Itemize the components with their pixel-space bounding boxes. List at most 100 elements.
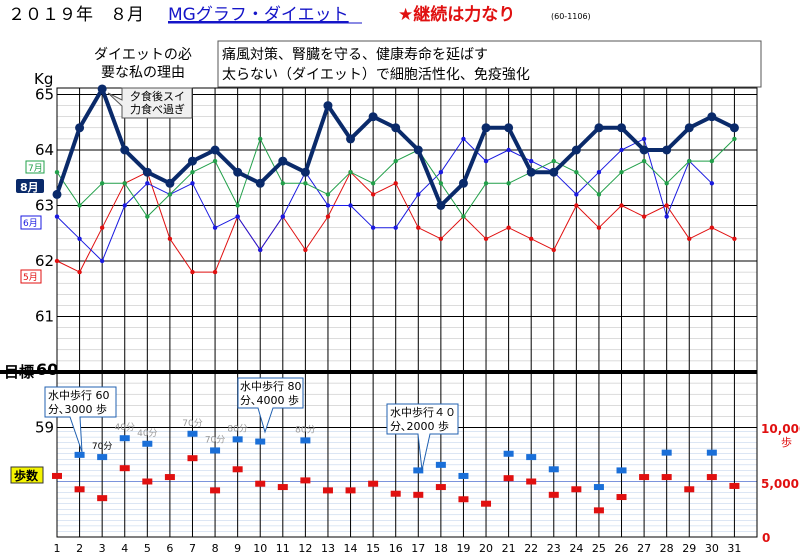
y-tick-label: 60 <box>36 360 58 379</box>
series-point-7月 <box>687 159 691 163</box>
x-tick-label: 19 <box>456 542 470 555</box>
svg-text:夕食後スイ: 夕食後スイ <box>130 89 185 103</box>
series-point-8月 <box>662 146 671 155</box>
series-point-8月 <box>459 179 468 188</box>
svg-text:力食べ過ぎ: 力食べ過ぎ <box>130 102 185 116</box>
steps-red-mark <box>278 484 288 490</box>
reason-box-line2: 太らない（ダイエット）で細胞活性化、免疫強化 <box>222 67 530 83</box>
series-point-6月 <box>371 226 375 230</box>
svg-text:5月: 5月 <box>23 272 38 283</box>
x-tick-label: 25 <box>592 542 606 555</box>
header-title-link[interactable]: MGグラフ・ダイエット <box>168 5 349 25</box>
x-tick-label: 27 <box>637 542 651 555</box>
series-point-7月 <box>213 159 217 163</box>
series-point-5月 <box>664 203 668 207</box>
svg-text:水中歩行 80: 水中歩行 80 <box>240 379 302 393</box>
series-point-7月 <box>439 181 443 185</box>
series-point-7月 <box>168 192 172 196</box>
minute-label: 40分 <box>115 422 135 433</box>
x-tick-label: 24 <box>569 542 583 555</box>
x-tick-label: 14 <box>344 542 358 555</box>
x-tick-label: 26 <box>615 542 629 555</box>
steps-blue-mark <box>210 447 220 453</box>
series-point-6月 <box>642 137 646 141</box>
series-point-5月 <box>506 226 510 230</box>
steps-blue-mark <box>255 439 265 445</box>
series-point-6月 <box>100 259 104 263</box>
svg-text:分､4000 歩: 分､4000 歩 <box>240 393 299 407</box>
x-tick-label: 6 <box>166 542 173 555</box>
svg-text:水中歩行 60: 水中歩行 60 <box>48 388 110 402</box>
svg-text:分､2000 歩: 分､2000 歩 <box>390 419 449 433</box>
series-point-8月 <box>369 112 378 121</box>
steps-red-mark <box>187 455 197 461</box>
steps-red-mark <box>436 484 446 490</box>
svg-text:分､3000 歩: 分､3000 歩 <box>48 402 107 416</box>
x-tick-label: 12 <box>298 542 312 555</box>
steps-red-mark <box>97 495 107 501</box>
month-tag-aug: 8月 <box>16 179 44 194</box>
series-point-6月 <box>461 137 465 141</box>
series-point-6月 <box>597 170 601 174</box>
header-year-month: ２０１９年 ８月 <box>8 5 144 25</box>
series-point-8月 <box>414 146 423 155</box>
steps-red-mark <box>481 501 491 507</box>
series-point-8月 <box>482 123 491 132</box>
series-point-8月 <box>301 168 310 177</box>
series-point-8月 <box>504 123 513 132</box>
x-tick-label: 28 <box>660 542 674 555</box>
series-point-7月 <box>484 181 488 185</box>
series-point-8月 <box>165 179 174 188</box>
steps-red-mark <box>391 491 401 497</box>
series-point-6月 <box>394 226 398 230</box>
x-tick-label: 8 <box>212 542 219 555</box>
series-point-8月 <box>188 157 197 166</box>
steps-red-mark <box>526 479 536 485</box>
x-tick-label: 23 <box>547 542 561 555</box>
steps-red-mark <box>571 486 581 492</box>
x-tick-label: 30 <box>705 542 719 555</box>
series-point-5月 <box>416 226 420 230</box>
svg-text:歩数: 歩数 <box>14 468 39 483</box>
series-point-7月 <box>710 159 714 163</box>
series-point-6月 <box>416 192 420 196</box>
steps-tag: 歩数 <box>11 467 43 483</box>
steps-blue-mark <box>526 454 536 460</box>
series-point-7月 <box>190 170 194 174</box>
steps-blue-mark <box>504 451 514 457</box>
steps-red-mark <box>142 479 152 485</box>
series-point-7月 <box>258 137 262 141</box>
series-point-8月 <box>98 84 107 93</box>
reason-box-line1: 痛風対策、腎臓を守る、健康寿命を延ばす <box>222 46 488 63</box>
series-point-5月 <box>574 203 578 207</box>
series-point-7月 <box>642 159 646 163</box>
series-point-8月 <box>211 146 220 155</box>
series-point-8月 <box>594 123 603 132</box>
series-point-6月 <box>484 159 488 163</box>
x-tick-labels: 1234567891011121314151617181920212223242… <box>54 542 742 555</box>
svg-text:7月: 7月 <box>28 163 43 174</box>
series-point-6月 <box>348 203 352 207</box>
month-tag-may: 5月 <box>21 270 41 283</box>
series-point-7月 <box>145 214 149 218</box>
steps-red-mark <box>75 486 85 492</box>
y-tick-label: 59 <box>35 419 54 437</box>
reason-label-line1: ダイエットの必 <box>94 47 192 63</box>
steps-axis-10000: 10,000 <box>761 422 800 436</box>
series-point-6月 <box>145 181 149 185</box>
svg-text:8月: 8月 <box>20 181 39 194</box>
series-point-5月 <box>168 237 172 241</box>
steps-red-mark <box>617 494 627 500</box>
goal-label: 目標 <box>4 363 34 381</box>
series-point-6月 <box>439 170 443 174</box>
series-point-6月 <box>123 203 127 207</box>
steps-red-mark <box>707 474 717 480</box>
series-point-7月 <box>100 181 104 185</box>
series-point-7月 <box>348 170 352 174</box>
minute-label: 70分 <box>182 418 202 429</box>
steps-blue-mark <box>187 431 197 437</box>
x-tick-label: 7 <box>189 542 196 555</box>
steps-blue-mark <box>97 454 107 460</box>
steps-axis-5000: 5,000 <box>761 477 799 491</box>
steps-axis-unit: 歩 <box>781 435 792 449</box>
